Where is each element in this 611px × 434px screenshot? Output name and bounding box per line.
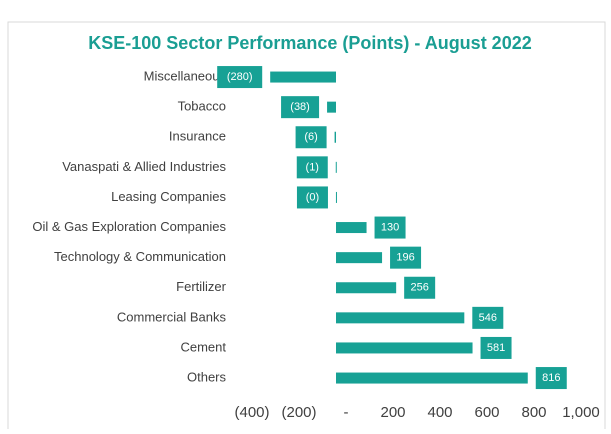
category-label: Vanaspati & Allied Industries bbox=[62, 159, 226, 174]
value-label: (38) bbox=[290, 101, 310, 113]
x-tick-label: 800 bbox=[521, 404, 546, 421]
category-label: Fertilizer bbox=[176, 279, 227, 294]
x-tick-label: - bbox=[344, 404, 349, 421]
value-label-box bbox=[217, 66, 263, 89]
category-label: Technology & Communication bbox=[54, 249, 226, 264]
bar bbox=[336, 282, 397, 294]
value-label-box bbox=[480, 336, 512, 359]
value-label: 816 bbox=[542, 372, 560, 384]
value-label-box bbox=[295, 126, 327, 149]
value-label: 256 bbox=[410, 282, 428, 294]
category-label: Others bbox=[187, 369, 227, 384]
bar bbox=[334, 131, 336, 143]
value-label: 196 bbox=[396, 252, 414, 264]
x-tick-label: 600 bbox=[474, 404, 499, 421]
bar bbox=[335, 161, 337, 173]
chart-frame bbox=[7, 21, 606, 434]
value-label-box bbox=[296, 186, 328, 209]
x-tick-label: (400) bbox=[234, 404, 269, 421]
category-label: Oil & Gas Exploration Companies bbox=[32, 219, 226, 234]
x-tick-label: 1,000 bbox=[562, 404, 600, 421]
category-label: Leasing Companies bbox=[111, 189, 226, 204]
bar bbox=[336, 342, 473, 354]
value-label-box bbox=[535, 367, 567, 390]
category-label: Tobacco bbox=[178, 99, 226, 114]
value-label: (6) bbox=[304, 131, 317, 143]
x-tick-label: (200) bbox=[281, 404, 316, 421]
value-label-box bbox=[472, 306, 504, 329]
bar bbox=[336, 372, 528, 384]
bar bbox=[270, 71, 336, 83]
value-label-box bbox=[390, 246, 422, 269]
value-label-box bbox=[374, 216, 406, 239]
value-label: (0) bbox=[306, 191, 319, 203]
chart-title: KSE-100 Sector Performance (Points) - Au… bbox=[88, 33, 531, 53]
category-label: Miscellaneous bbox=[144, 68, 227, 83]
value-label: (1) bbox=[306, 161, 319, 173]
value-label: (280) bbox=[227, 71, 253, 83]
value-label: 546 bbox=[479, 312, 497, 324]
value-label-box bbox=[281, 96, 320, 119]
category-label: Insurance bbox=[169, 129, 226, 144]
bar bbox=[327, 101, 336, 113]
value-label: 130 bbox=[381, 221, 399, 233]
category-label: Cement bbox=[180, 339, 226, 354]
x-tick-label: 200 bbox=[380, 404, 405, 421]
bar bbox=[335, 191, 337, 203]
value-label: 581 bbox=[487, 342, 505, 354]
category-label: Commercial Banks bbox=[117, 309, 227, 324]
bar bbox=[336, 222, 367, 234]
value-label-box bbox=[296, 156, 328, 179]
bar bbox=[336, 252, 383, 264]
x-tick-label: 400 bbox=[427, 404, 452, 421]
value-label-box bbox=[404, 276, 436, 299]
bar bbox=[336, 312, 465, 324]
